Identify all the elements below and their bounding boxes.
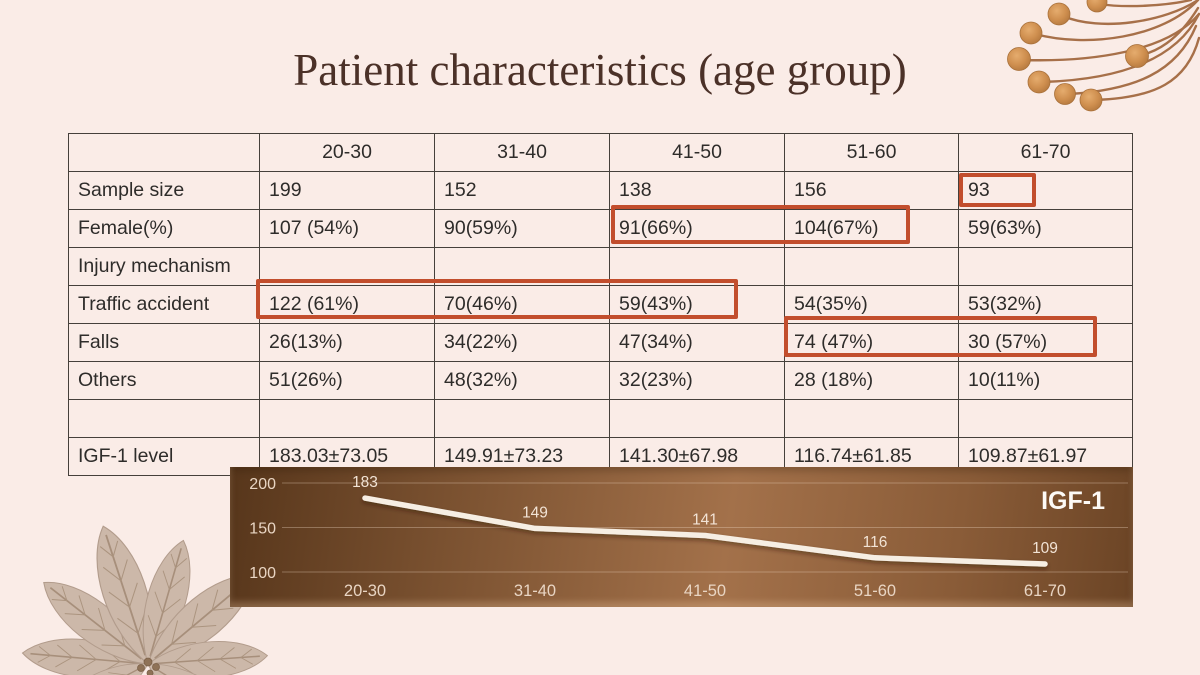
table-cell: 138	[609, 171, 785, 210]
data-point-label: 116	[863, 534, 888, 551]
highlight-box	[784, 316, 1097, 357]
column-header-age-group: 41-50	[609, 133, 785, 172]
row-label: Sample size	[68, 171, 260, 210]
row-label-column-header	[68, 133, 260, 172]
table-row: Female(%) 107 (54%) 90(59%) 91(66%) 104(67%)…	[68, 209, 1133, 248]
data-point-label: 141	[692, 512, 718, 529]
table-row: Sample size 199 152 138 156 93	[68, 171, 1133, 210]
table-cell: 199	[259, 171, 435, 210]
row-label: Traffic accident	[68, 285, 260, 324]
column-header-age-group: 20-30	[259, 133, 435, 172]
table-cell: 26(13%)	[259, 323, 435, 362]
chart-legend-label: IGF-1	[1041, 487, 1105, 515]
table-cell	[609, 399, 785, 438]
table-cell	[784, 247, 959, 286]
data-point-label: 109	[1032, 540, 1058, 557]
highlight-box	[611, 205, 910, 244]
table-cell	[784, 399, 959, 438]
table-cell: 32(23%)	[609, 361, 785, 400]
table-cell: 48(32%)	[434, 361, 610, 400]
table-cell: 47(34%)	[609, 323, 785, 362]
table-cell: 54(35%)	[784, 285, 959, 324]
table-row: Others 51(26%) 48(32%) 32(23%) 28 (18%) 10(11…	[68, 361, 1133, 400]
x-tick-label: 41-50	[684, 582, 726, 600]
leaves-decoration-image	[20, 518, 270, 675]
row-label: Injury mechanism	[68, 247, 260, 286]
table-row: Traffic accident 122 (61%) 70(46%) 59(43%) 5…	[68, 285, 1133, 324]
row-label	[68, 399, 260, 438]
chart-data-labels: 183 149 141 116 109	[352, 474, 1058, 557]
table-cell: 152	[434, 171, 610, 210]
x-tick-label: 61-70	[1024, 582, 1066, 600]
table-cell	[958, 399, 1133, 438]
table-cell: 156	[784, 171, 959, 210]
chart-y-axis-labels: 200 150 100	[249, 476, 276, 582]
chart-gridlines	[282, 482, 1128, 573]
slide-title: Patient characteristics (age group)	[293, 45, 907, 95]
data-point-label: 183	[352, 474, 378, 491]
table-cell: 51(26%)	[259, 361, 435, 400]
y-tick-label: 100	[249, 565, 276, 582]
table-cell	[958, 247, 1133, 286]
y-tick-label: 150	[249, 521, 276, 538]
row-label: Others	[68, 361, 260, 400]
data-point-label: 149	[522, 504, 548, 521]
x-tick-label: 31-40	[514, 582, 556, 600]
row-label: Falls	[68, 323, 260, 362]
highlight-box	[256, 279, 738, 319]
y-tick-label: 200	[249, 476, 276, 493]
table-cell: 10(11%)	[958, 361, 1133, 400]
table-cell	[434, 399, 610, 438]
table-cell: 90(59%)	[434, 209, 610, 248]
x-tick-label: 51-60	[854, 582, 896, 600]
chart-x-axis-labels: 20-30 31-40 41-50 51-60 61-70	[344, 582, 1066, 600]
row-label: IGF-1 level	[68, 437, 260, 476]
table-cell: 34(22%)	[434, 323, 610, 362]
column-header-age-group: 31-40	[434, 133, 610, 172]
table-row	[68, 399, 1133, 438]
chart-line-series	[362, 495, 1048, 567]
column-header-age-group: 61-70	[958, 133, 1133, 172]
highlight-box	[959, 173, 1036, 207]
column-header-age-group: 51-60	[784, 133, 959, 172]
table-cell: 107 (54%)	[259, 209, 435, 248]
table-cell: 28 (18%)	[784, 361, 959, 400]
table-cell	[259, 399, 435, 438]
igf1-chart: 200 150 100 183 149 141 116 109 20-30 31-40 41-5…	[230, 467, 1133, 607]
table-header-row: 20-30 31-40 41-50 51-60 61-70	[68, 133, 1133, 172]
row-label: Female(%)	[68, 209, 260, 248]
berries-decoration-image	[1007, 0, 1200, 112]
table-cell: 59(63%)	[958, 209, 1133, 248]
x-tick-label: 20-30	[344, 582, 386, 600]
